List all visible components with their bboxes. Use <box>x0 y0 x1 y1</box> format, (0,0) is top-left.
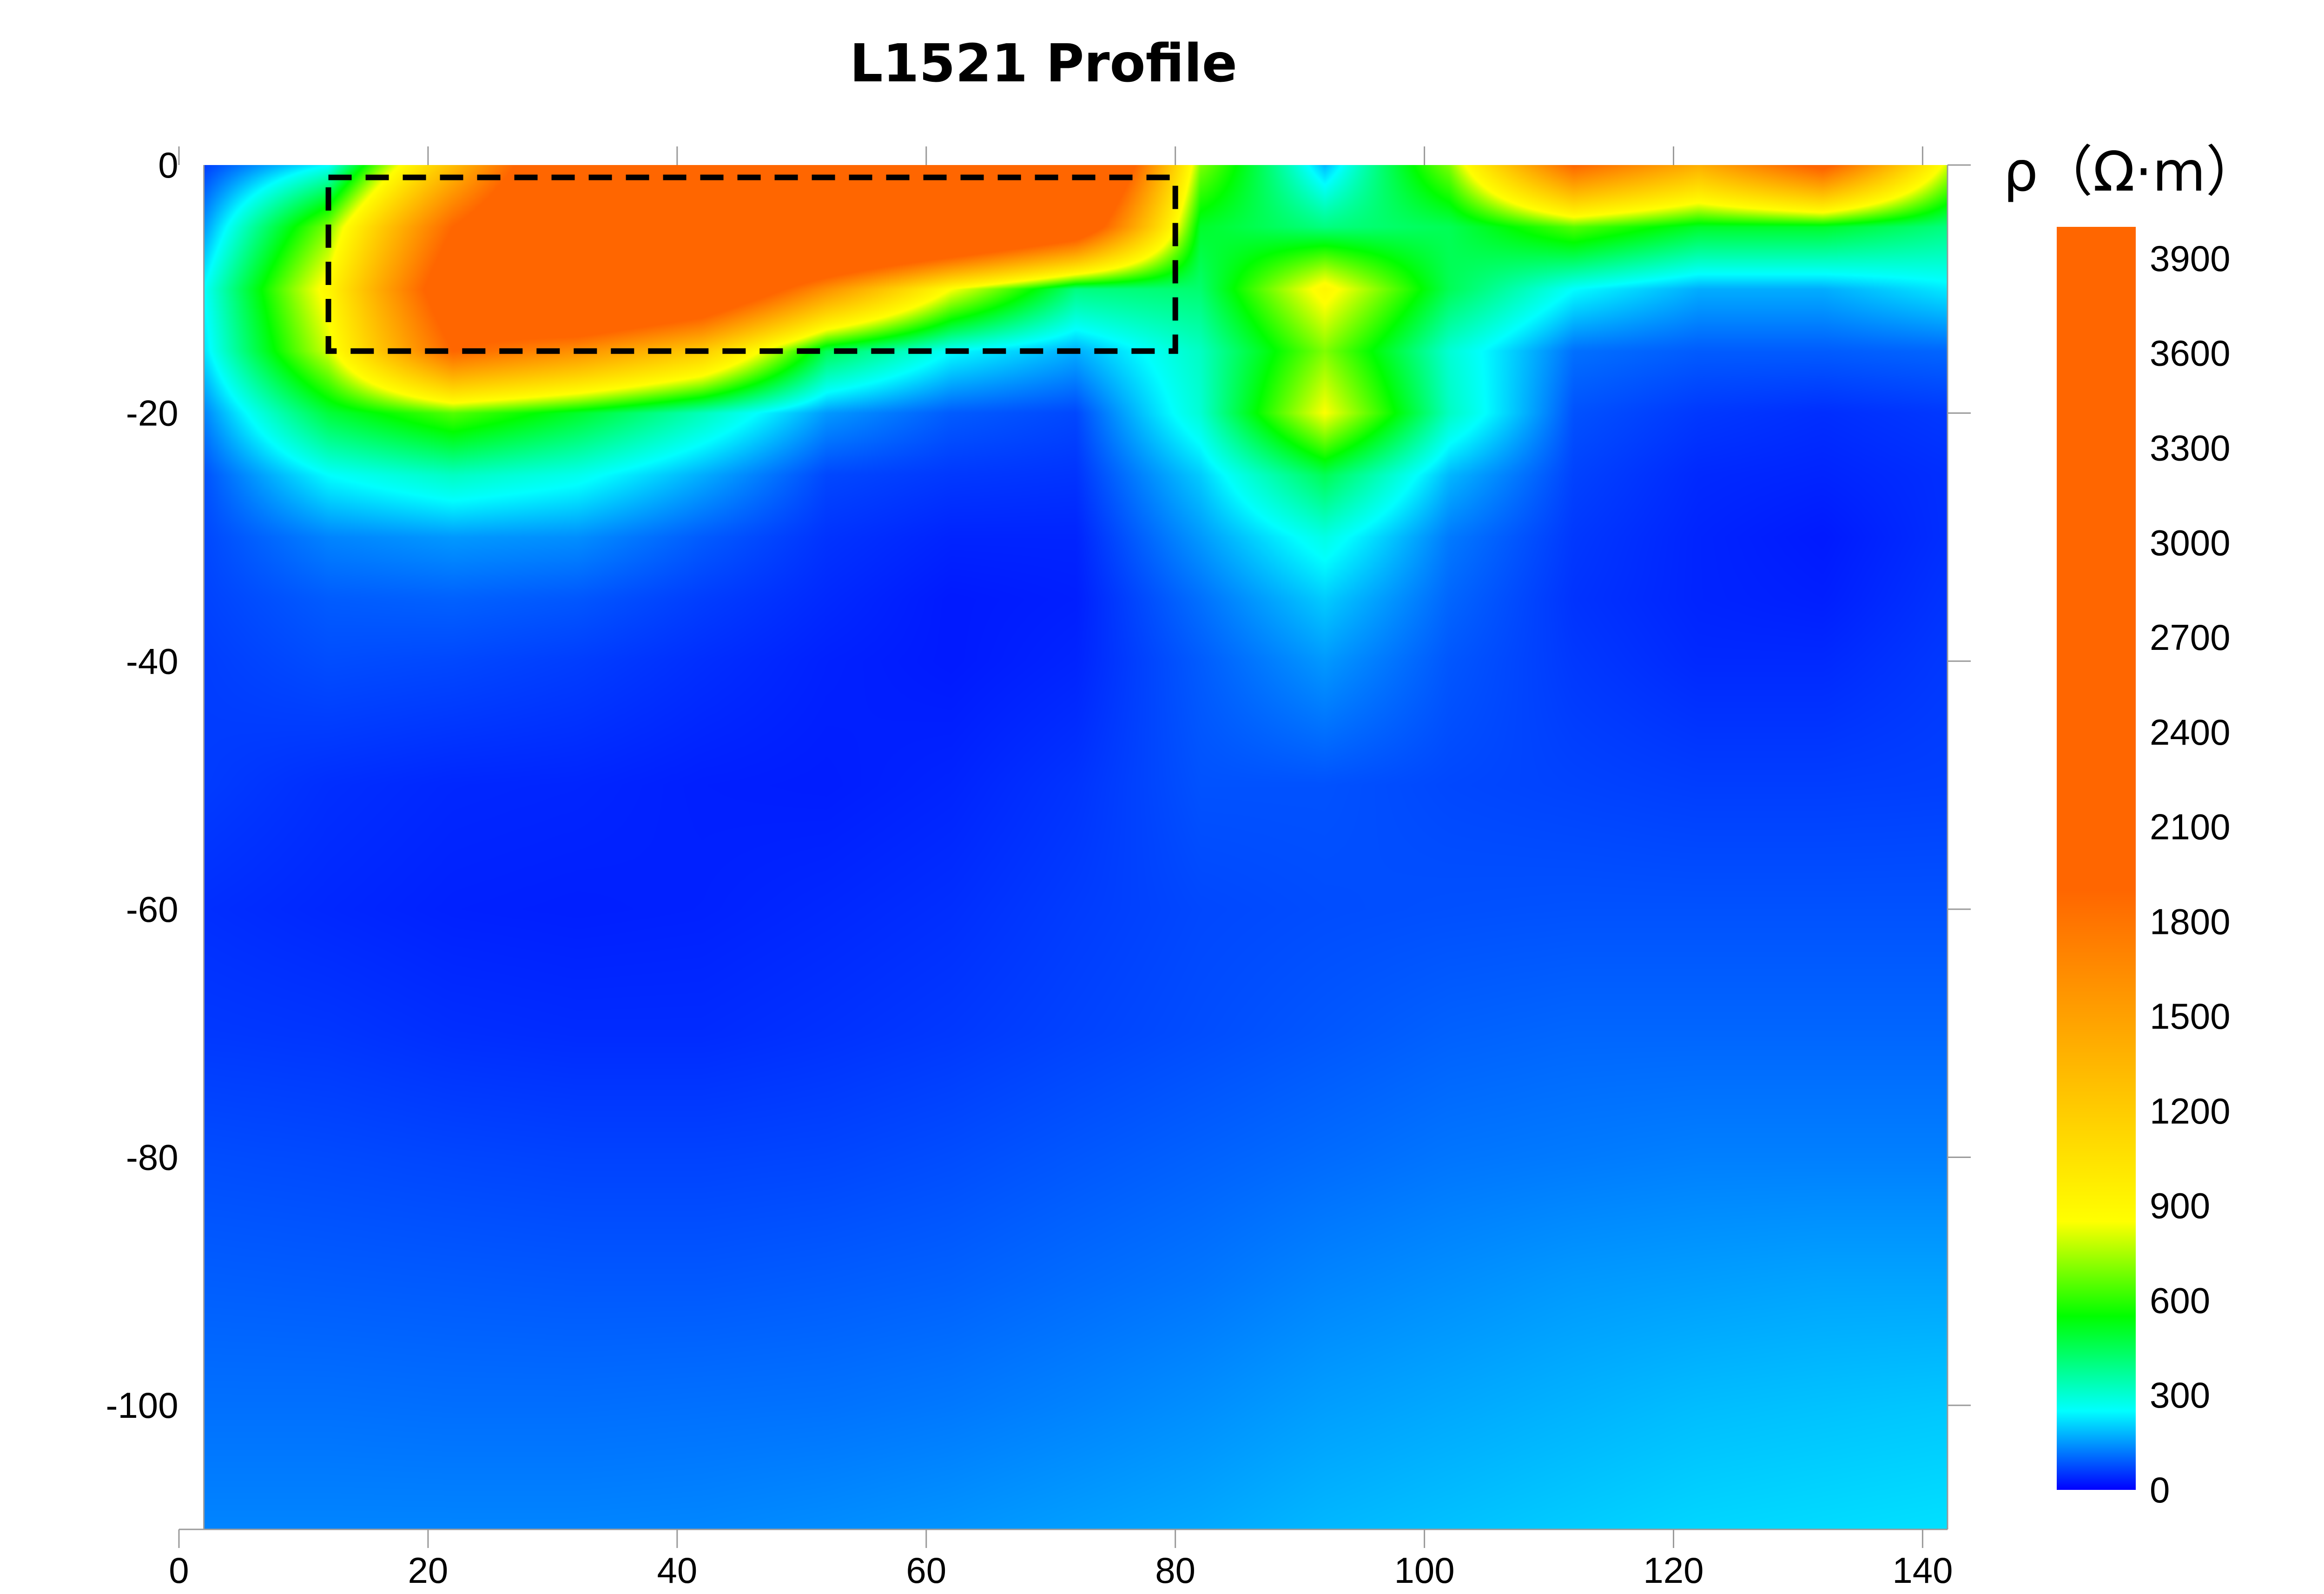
x-tick-label: 20 <box>408 1550 449 1591</box>
colorbar-tick-label: 3300 <box>2150 427 2231 468</box>
x-axis: 0 20 40 60 80 100 120 140 <box>169 146 1953 1591</box>
colorbar-tick-label: 2700 <box>2150 617 2231 658</box>
resistivity-heatmap <box>204 165 1948 1529</box>
x-tick-label: 0 <box>169 1550 189 1591</box>
colorbar-tick-label: 1800 <box>2150 901 2231 942</box>
colorbar-tick-label: 1200 <box>2150 1091 2231 1131</box>
x-tick-label: 100 <box>1394 1550 1455 1591</box>
x-tick-label: 80 <box>1155 1550 1195 1591</box>
colorbar-tick-label: 2400 <box>2150 712 2231 753</box>
x-tick-label: 40 <box>657 1550 697 1591</box>
colorbar-tick-label: 0 <box>2150 1469 2170 1510</box>
colorbar-tick-label: 600 <box>2150 1280 2210 1321</box>
colorbar-tick-label: 3900 <box>2150 238 2231 279</box>
colorbar-tick-label: 1500 <box>2150 996 2231 1037</box>
colorbar-gradient <box>2057 227 2136 1490</box>
colorbar-tick-label: 3000 <box>2150 522 2231 563</box>
y-axis: 0 -20 -40 -60 -80 -100 <box>106 145 1971 1529</box>
y-tick-label: -60 <box>126 889 178 930</box>
colorbar-unit-label: ρ（Ω·m） <box>2003 139 2261 204</box>
y-tick-label: -20 <box>126 393 178 434</box>
colorbar-tick-label: 300 <box>2150 1375 2210 1415</box>
colorbar-tick-label: 3600 <box>2150 333 2231 374</box>
annotations <box>325 174 1178 354</box>
colorbar-tick-label: 900 <box>2150 1185 2210 1226</box>
x-tick-label: 140 <box>1892 1550 1953 1591</box>
chart-title: L1521 Profile <box>850 33 1237 94</box>
plot-area <box>204 165 1948 1529</box>
y-tick-label: 0 <box>158 145 178 185</box>
y-tick-label: -40 <box>126 641 178 681</box>
dashed-annotation-box <box>325 174 1178 354</box>
y-tick-label: -100 <box>106 1385 178 1426</box>
y-tick-label: -80 <box>126 1137 178 1178</box>
colorbar: ρ（Ω·m） 0 300 600 900 1200 1500 1800 2100 2400 270… <box>2003 139 2261 1510</box>
colorbar-tick-label: 2100 <box>2150 807 2231 847</box>
x-tick-label: 120 <box>1643 1550 1703 1591</box>
x-tick-label: 60 <box>906 1550 946 1591</box>
